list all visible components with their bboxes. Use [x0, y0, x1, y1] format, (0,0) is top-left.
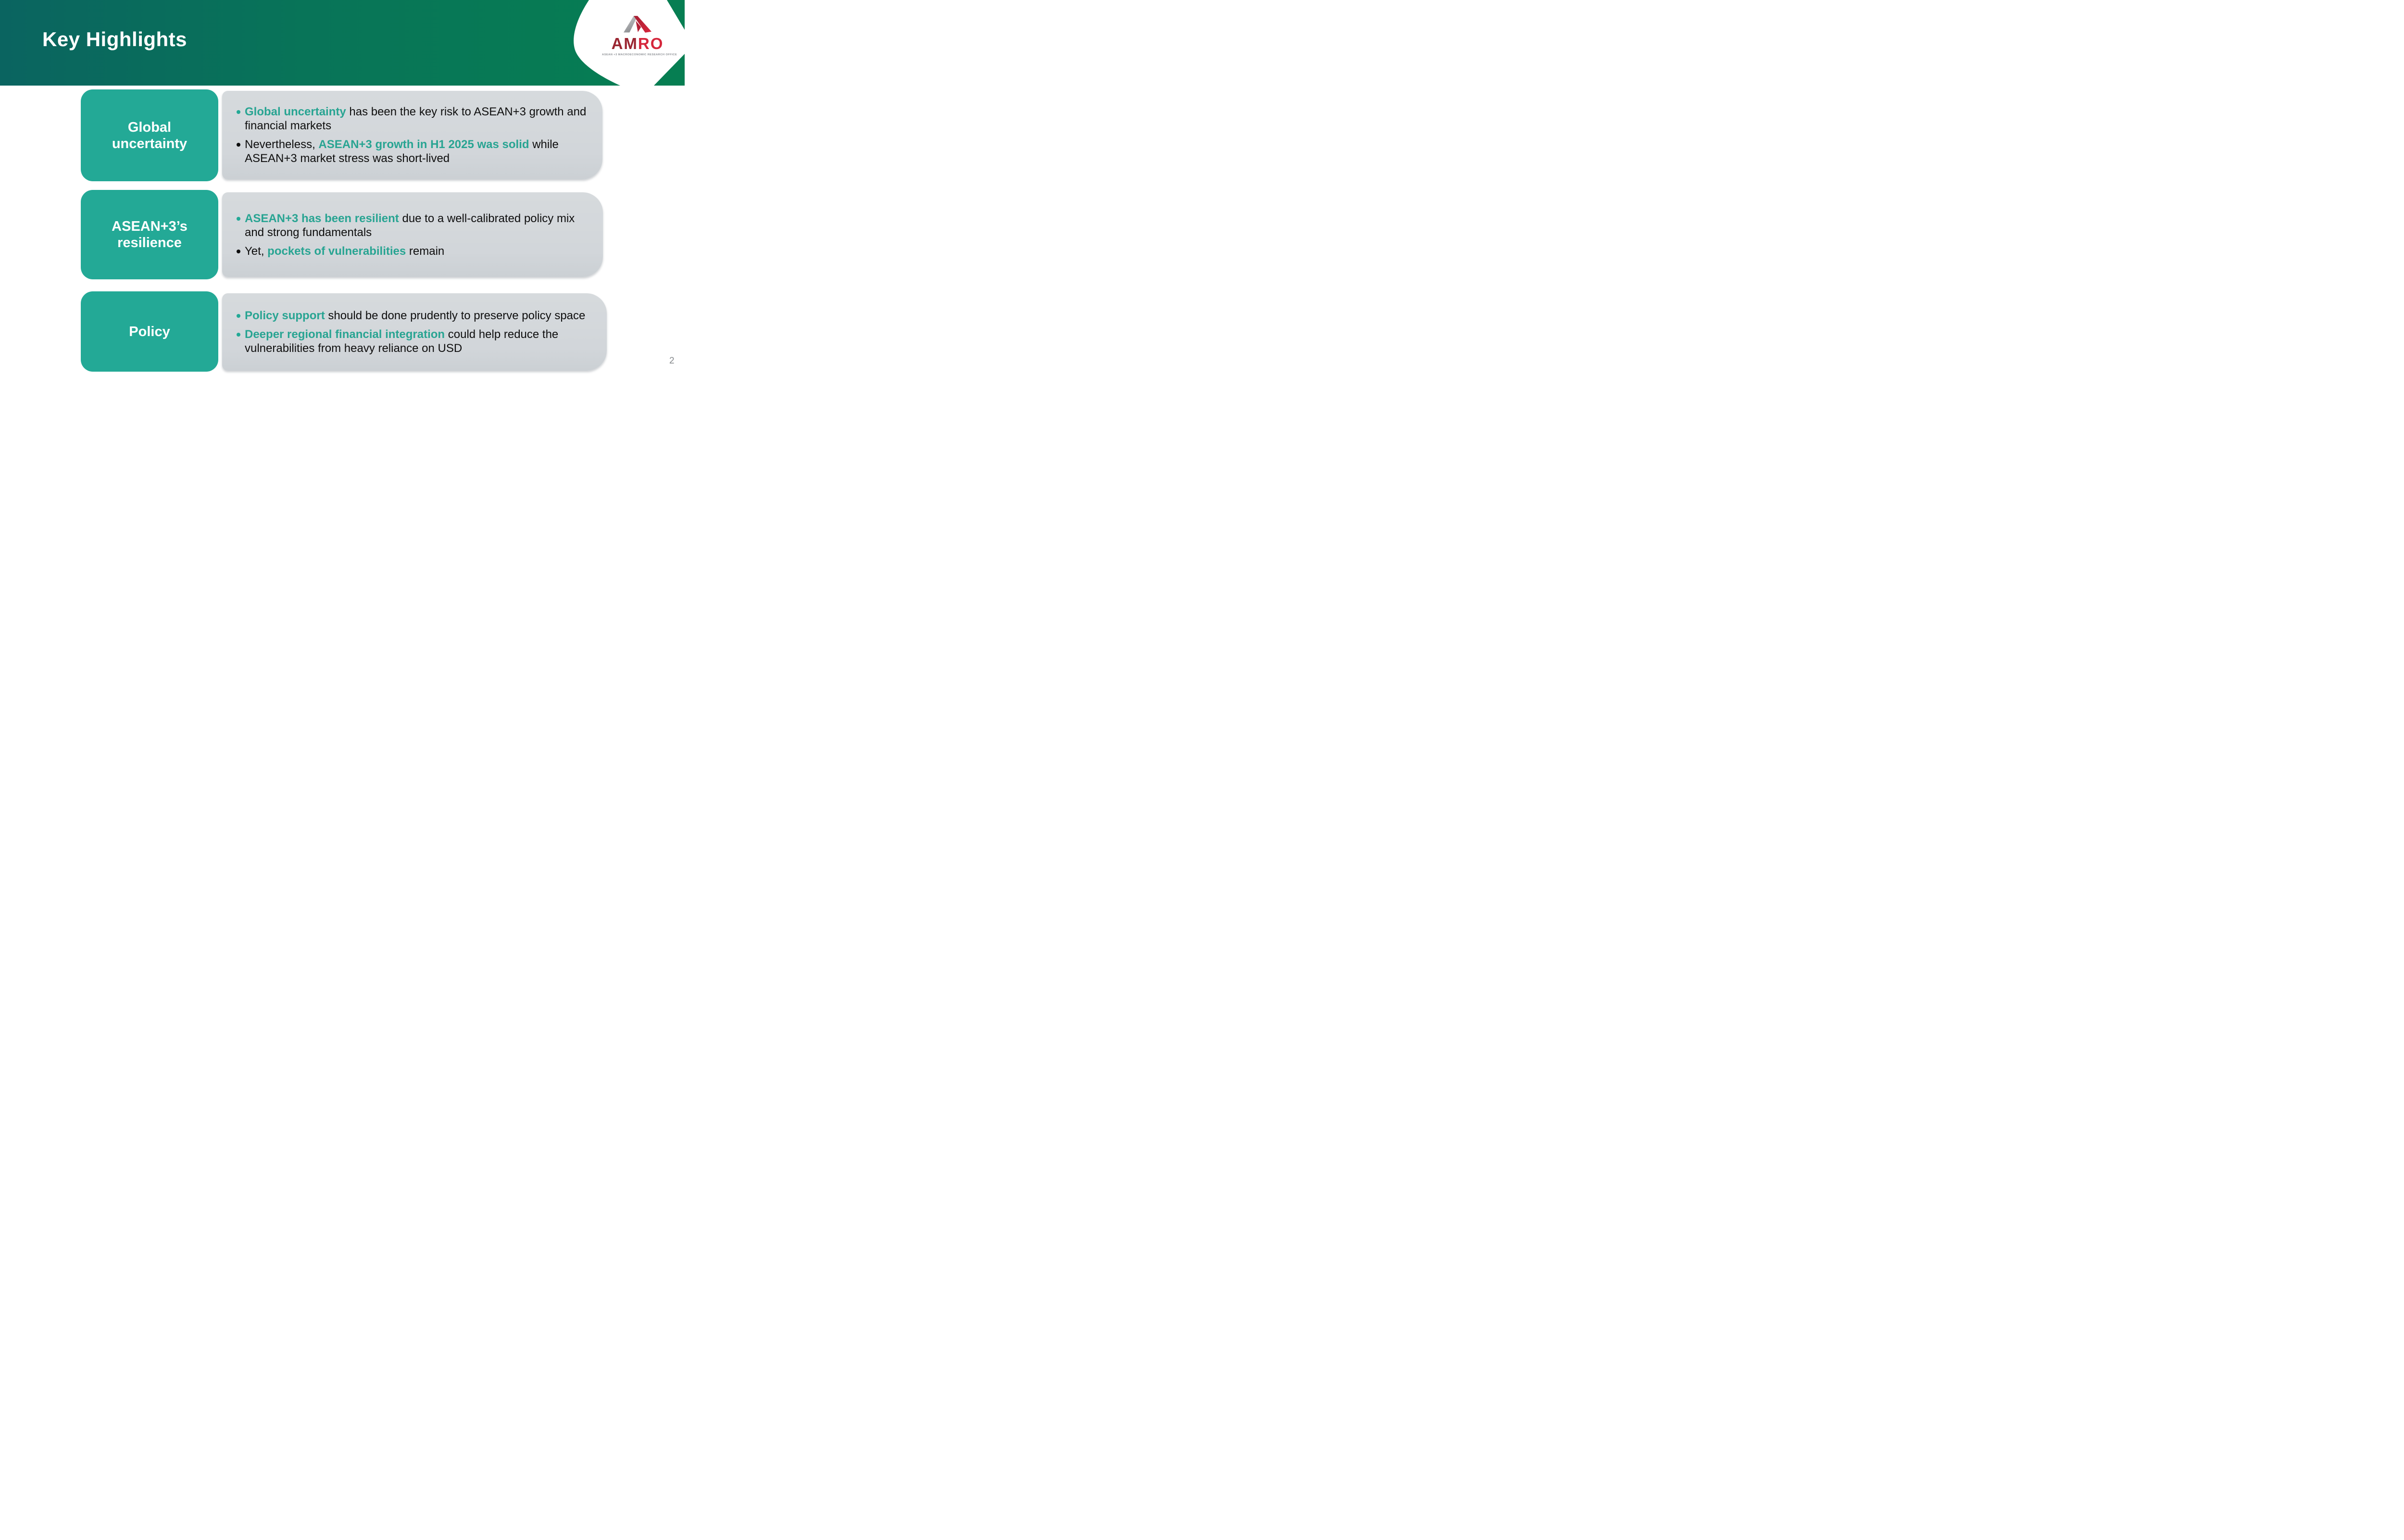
bullet-item: ASEAN+3 has been resilient due to a well…: [222, 212, 589, 239]
bullet-dot: [237, 314, 240, 318]
amro-logo-mark-icon: [624, 16, 651, 33]
bullet-item: Yet, pockets of vulnerabilities remain: [222, 244, 589, 258]
bullet-list: Policy support should be done prudently …: [222, 309, 607, 355]
bullet-highlight: ASEAN+3 has been resilient: [245, 212, 399, 225]
bullet-highlight: Deeper regional financial integration: [245, 328, 445, 341]
topic-box-global-uncertainty: Global uncertainty: [81, 89, 218, 181]
logo-red-leg: [634, 16, 651, 33]
detail-box-global-uncertainty: Global uncertainty has been the key risk…: [222, 91, 602, 179]
bullet-highlight: ASEAN+3 growth in H1 2025 was solid: [318, 138, 529, 151]
topic-label: Policy: [129, 324, 170, 339]
bullet-dot: [237, 216, 240, 221]
topic-label: Global uncertainty: [112, 119, 188, 151]
bullet-highlight: Global uncertainty: [245, 105, 346, 118]
bullet-list: ASEAN+3 has been resilient due to a well…: [222, 212, 603, 258]
header-band: [0, 0, 685, 86]
slide: Key Highlights AMRO AS: [0, 0, 685, 385]
logo-text-ro: RO: [638, 35, 664, 52]
amro-logo-wordmark: AMRO: [602, 36, 673, 51]
bullet-post: while ASEAN+3 market stress was short-li…: [245, 138, 559, 165]
bullet-dot: [237, 110, 240, 114]
page-title: Key Highlights: [42, 28, 188, 50]
bullet-post: due to a well-calibrated policy mix and …: [245, 212, 575, 239]
corner-pin-shape: [574, 0, 685, 86]
bullet-dot: [237, 249, 240, 253]
amro-logo-tagline: ASEAN +3 MACROECONOMIC RESEARCH OFFICE: [602, 53, 677, 56]
header-background: [0, 0, 685, 86]
detail-box-asean3-resilience: ASEAN+3 has been resilient due to a well…: [222, 192, 603, 277]
bullet-post: should be done prudently to preserve pol…: [325, 309, 586, 322]
amro-logo: AMRO ASEAN +3 MACROECONOMIC RESEARCH OFF…: [602, 15, 677, 56]
logo-red-wedge: [636, 21, 641, 32]
page-number: 2: [669, 356, 675, 366]
bullet-item: Policy support should be done prudently …: [222, 309, 593, 323]
bullet-highlight: Policy support: [245, 309, 325, 322]
bullet-pre: Nevertheless,: [245, 138, 319, 151]
bullet-item: Nevertheless, ASEAN+3 growth in H1 2025 …: [222, 138, 589, 165]
bullet-list: Global uncertainty has been the key risk…: [222, 105, 602, 165]
bullet-dot: [237, 333, 240, 337]
logo-text-am: AM: [611, 35, 638, 52]
bullet-pre: Yet,: [245, 244, 268, 258]
bullet-dot: [237, 143, 240, 147]
bullet-highlight: pockets of vulnerabilities: [267, 244, 406, 258]
bullet-post: could help reduce the vulnerabilities fr…: [245, 328, 559, 355]
detail-box-policy: Policy support should be done prudently …: [222, 293, 607, 371]
bullet-item: Global uncertainty has been the key risk…: [222, 105, 589, 133]
bullet-item: Deeper regional financial integration co…: [222, 327, 593, 355]
bullet-post: remain: [406, 244, 445, 258]
bullet-post: has been the key risk to ASEAN+3 growth …: [245, 105, 587, 132]
topic-label: ASEAN+3’s resilience: [112, 219, 188, 250]
topic-box-policy: Policy: [81, 291, 218, 372]
topic-box-asean3-resilience: ASEAN+3’s resilience: [81, 190, 218, 279]
header: Key Highlights AMRO AS: [0, 0, 685, 87]
logo-gray-leg: [624, 16, 638, 33]
